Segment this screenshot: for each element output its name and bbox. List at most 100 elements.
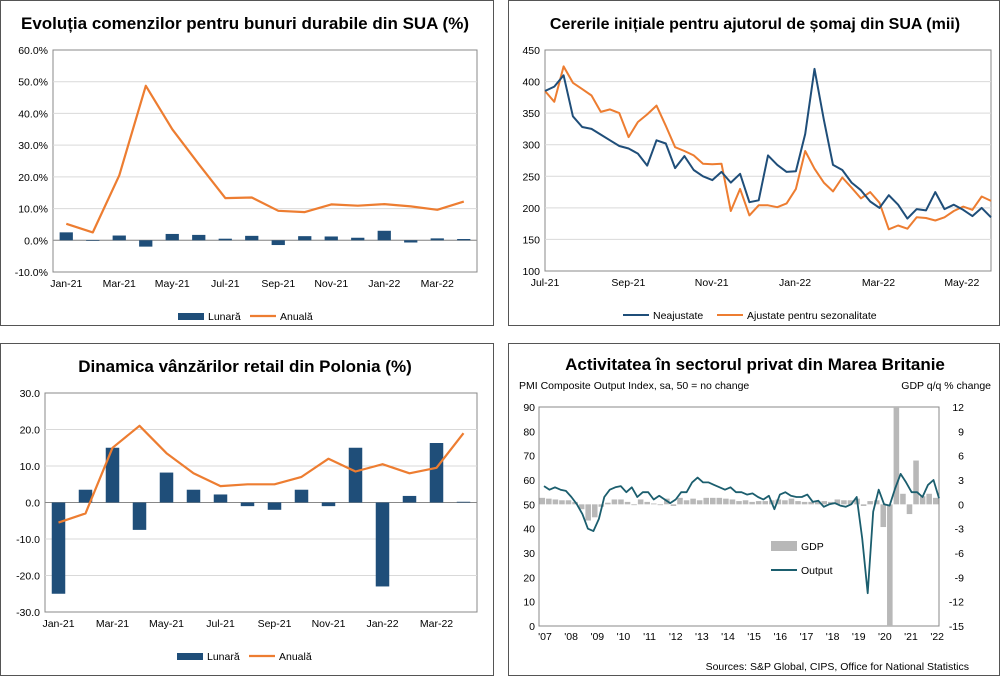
bar-gdp [624, 501, 631, 505]
bar-gdp [834, 499, 841, 505]
bar-lunara [457, 239, 471, 241]
bar-gdp [618, 499, 624, 505]
x-tick-label: May-21 [155, 278, 190, 290]
x-tick-label: '11 [643, 631, 656, 643]
bar-gdp [690, 498, 696, 505]
legend-label-neajustate: Neajustate [653, 310, 703, 322]
bar-gdp [539, 497, 546, 505]
bar-lunara [402, 495, 417, 503]
x-tick-label: Jan-22 [779, 277, 811, 289]
bar-gdp [546, 498, 552, 505]
bar-gdp [650, 503, 657, 505]
x-tick-label: '08 [564, 631, 578, 643]
legend-label-lunara: Lunară [208, 311, 241, 323]
x-tick-label: Mar-22 [421, 278, 454, 290]
x-tick-label: Jan-22 [366, 618, 398, 630]
bar-lunara [430, 238, 444, 241]
line-anuala [65, 84, 465, 234]
right-tick-label: -6 [955, 548, 964, 560]
bar-gdp [755, 501, 762, 505]
bar-lunara [51, 502, 66, 594]
legend-swatch-gdp [771, 541, 797, 551]
bar-lunara [375, 502, 390, 587]
legend-swatch-lunara [178, 313, 204, 320]
bar-lunara [294, 489, 309, 503]
x-tick-label: Sep-21 [258, 618, 292, 630]
bar-gdp [716, 497, 723, 505]
y-tick-label: 100 [522, 266, 540, 278]
legend-label-anuala: Anuală [279, 651, 312, 663]
y-tick-label: -30.0 [16, 607, 40, 619]
bar-gdp [631, 504, 637, 506]
left-tick-label: 40 [523, 524, 535, 536]
right-tick-label: -9 [955, 572, 964, 584]
bar-lunara [429, 443, 444, 503]
chart-durable-goods: Evoluția comenzilor pentru bunuri durabi… [15, 14, 478, 323]
bar-lunara [165, 233, 179, 241]
right-tick-label: 12 [952, 402, 964, 414]
bar-gdp [552, 499, 559, 505]
y-tick-label: 10.0 [20, 461, 41, 473]
y-tick-label: 200 [522, 203, 540, 215]
left-tick-label: 90 [523, 402, 535, 414]
bar-gdp [926, 493, 932, 505]
bar-gdp [559, 500, 565, 505]
y-tick-label: 10.0% [18, 204, 48, 216]
bar-gdp [821, 501, 828, 505]
bar-gdp [873, 500, 880, 505]
x-tick-label: Nov-21 [314, 278, 348, 290]
bar-gdp [670, 504, 677, 506]
bar-lunara [78, 489, 93, 503]
bar-gdp [887, 504, 893, 626]
left-tick-label: 20 [523, 572, 535, 584]
bar-gdp [742, 500, 749, 505]
chart-panel-durable-goods: Evoluția comenzilor pentru bunuri durabi… [0, 0, 494, 326]
chart-uk-private-sector: Activitatea în sectorul privat din Marea… [519, 355, 991, 673]
bar-gdp [611, 499, 618, 505]
y-tick-label: 60.0% [18, 45, 48, 57]
chart-panel-poland-retail: Dinamica vânzărilor retail din Polonia (… [0, 343, 494, 676]
bar-gdp [880, 504, 887, 528]
legend-label-ajustate: Ajustate pentru sezonalitate [747, 310, 877, 322]
chart-poland-retail: Dinamica vânzărilor retail din Polonia (… [16, 357, 478, 663]
bar-lunara [105, 447, 120, 503]
bar-lunara [456, 501, 471, 503]
left-tick-label: 10 [523, 597, 535, 609]
bar-gdp [605, 502, 611, 505]
x-tick-label: Jul-21 [211, 278, 240, 290]
y-tick-label: 30.0 [20, 388, 41, 400]
plot-frame [544, 49, 992, 272]
bar-gdp [808, 501, 814, 505]
bar-gdp [893, 407, 900, 505]
legend-label-anuala: Anuală [280, 311, 313, 323]
bar-gdp [906, 504, 913, 515]
y-tick-label: 20.0 [20, 425, 41, 437]
y-tick-label: -20.0 [16, 571, 40, 583]
bar-lunara [139, 240, 153, 247]
x-tick-label: '20 [878, 631, 892, 643]
y-tick-label: 40.0% [18, 108, 48, 120]
x-tick-label: '09 [590, 631, 604, 643]
y-tick-label: 50.0% [18, 77, 48, 89]
bar-lunara [324, 236, 338, 241]
chart-jobless-claims: Cererile inițiale pentru ajutorul de șom… [522, 16, 992, 322]
y-tick-label: -10.0 [16, 534, 40, 546]
y-tick-label: 300 [522, 140, 540, 152]
bar-gdp [703, 497, 709, 505]
chart-panel-uk-private-sector: Activitatea în sectorul privat din Marea… [508, 343, 1000, 676]
bar-gdp [762, 501, 769, 505]
y-tick-label: -10.0% [15, 267, 48, 279]
x-tick-label: Jul-21 [531, 277, 560, 289]
y-tick-label: 20.0% [18, 172, 48, 184]
bar-lunara [192, 234, 206, 241]
x-tick-label: '14 [721, 631, 735, 643]
right-axis-label: GDP q/q % change [901, 380, 991, 392]
line-anuala [58, 424, 465, 524]
x-tick-label: '10 [617, 631, 631, 643]
x-tick-label: '19 [852, 631, 866, 643]
bar-gdp [696, 500, 703, 505]
bar-lunara [298, 236, 312, 241]
x-tick-label: Jan-21 [50, 278, 82, 290]
legend-swatch-lunara [177, 653, 203, 660]
bar-gdp [585, 504, 591, 521]
